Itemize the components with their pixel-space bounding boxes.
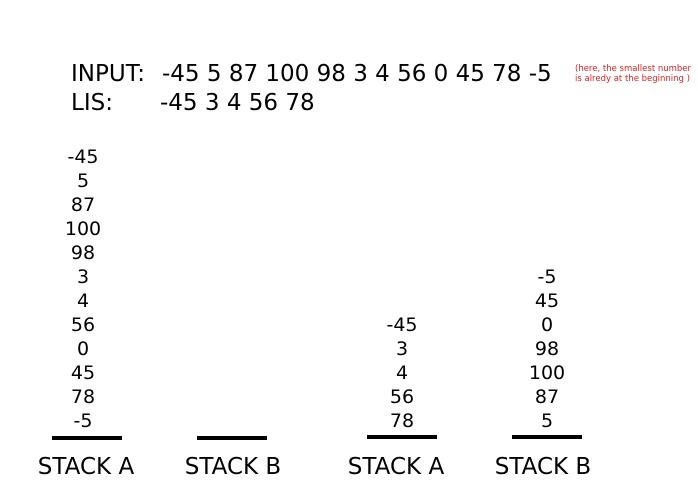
- stack-item: 5: [540, 410, 554, 432]
- stack-item: 56: [389, 386, 415, 408]
- stack-item: 45: [70, 362, 96, 384]
- stack-b-initial-base: [197, 436, 267, 440]
- stack-item: 56: [70, 314, 96, 336]
- stack-a-result-label: STACK A: [347, 454, 445, 480]
- stack-a-initial-label: STACK A: [37, 454, 135, 480]
- stack-item: -45: [386, 314, 418, 336]
- stack-item: 0: [540, 314, 554, 336]
- stack-item: -45: [67, 146, 99, 168]
- stack-item: 78: [389, 410, 415, 432]
- stack-item: -5: [73, 410, 93, 432]
- lis-sequence: -45 3 4 56 78: [160, 90, 315, 116]
- input-label: INPUT:: [71, 61, 145, 87]
- stack-item: 5: [76, 170, 90, 192]
- stack-item: 4: [395, 362, 409, 384]
- stack-b-result-label: STACK B: [494, 454, 592, 480]
- stack-item: 87: [70, 194, 96, 216]
- stack-item: 0: [76, 338, 90, 360]
- input-sequence: -45 5 87 100 98 3 4 56 0 45 78 -5: [162, 61, 552, 87]
- stack-b-initial-label: STACK B: [184, 454, 282, 480]
- stack-item: 3: [76, 266, 90, 288]
- stack-a-result: -45 3 4 56 78: [362, 313, 442, 433]
- stack-item: 45: [534, 290, 560, 312]
- stack-item: 78: [70, 386, 96, 408]
- stack-item: 100: [64, 218, 102, 240]
- stack-item: 98: [70, 242, 96, 264]
- stack-item: 87: [534, 386, 560, 408]
- stack-item: -5: [537, 266, 557, 288]
- lis-label: LIS:: [71, 90, 113, 116]
- note-line-2: is alredy at the beginning ): [575, 74, 690, 84]
- stack-a-initial: -45 5 87 100 98 3 4 56 0 45 78 -5: [43, 145, 123, 433]
- stack-a-result-base: [367, 435, 437, 439]
- stack-item: 98: [534, 338, 560, 360]
- stack-a-initial-base: [52, 436, 122, 440]
- stack-item: 3: [395, 338, 409, 360]
- stack-b-result-base: [512, 435, 582, 439]
- stack-b-result: -5 45 0 98 100 87 5: [507, 265, 587, 433]
- stack-item: 4: [76, 290, 90, 312]
- stack-item: 100: [528, 362, 566, 384]
- note-line-1: (here, the smallest number: [575, 64, 692, 74]
